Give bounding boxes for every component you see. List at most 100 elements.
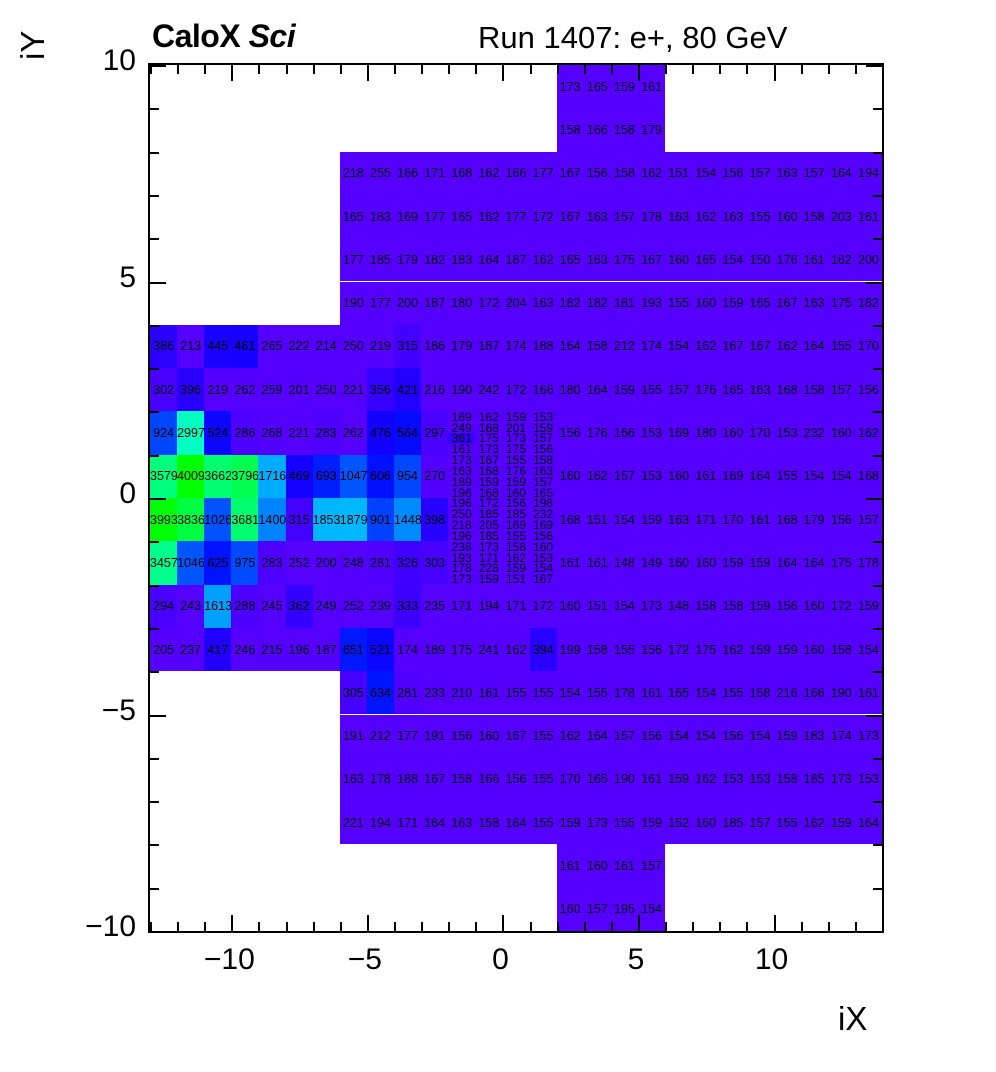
- heatmap-cell[interactable]: 154: [692, 151, 720, 195]
- heatmap-cell[interactable]: 175: [610, 238, 638, 282]
- heatmap-cell[interactable]: 167: [773, 281, 801, 325]
- heatmap-cell[interactable]: 167: [746, 324, 774, 369]
- heatmap-cell[interactable]: 356: [366, 368, 394, 412]
- heatmap-cell[interactable]: 165: [529, 487, 557, 499]
- heatmap-cell[interactable]: 1046: [177, 541, 205, 585]
- heatmap-cell[interactable]: 160: [692, 281, 720, 325]
- heatmap-cell[interactable]: 3836: [177, 498, 205, 542]
- heatmap-cell[interactable]: 155: [502, 671, 530, 715]
- heatmap-cell[interactable]: 3457: [150, 541, 178, 585]
- heatmap-cell[interactable]: 3796: [231, 454, 259, 498]
- heatmap-cell[interactable]: 221: [285, 411, 313, 455]
- heatmap-cell[interactable]: 169: [529, 519, 557, 531]
- heatmap-cell[interactable]: 154: [746, 714, 774, 758]
- heatmap-cell[interactable]: 164: [800, 541, 828, 585]
- heatmap-cell[interactable]: 417: [204, 627, 232, 672]
- heatmap-cell[interactable]: 3579: [150, 454, 178, 498]
- heatmap-cell[interactable]: 606: [366, 454, 394, 498]
- heatmap-cell[interactable]: 186: [421, 324, 449, 369]
- heatmap-cell[interactable]: 169: [665, 411, 693, 455]
- heatmap-cell[interactable]: 154: [719, 238, 747, 282]
- heatmap-cell[interactable]: 178: [610, 671, 638, 715]
- heatmap-cell[interactable]: 167: [475, 454, 503, 466]
- heatmap-cell[interactable]: 201: [285, 368, 313, 412]
- heatmap-cell[interactable]: 158: [800, 194, 828, 239]
- heatmap-cell[interactable]: 165: [719, 368, 747, 412]
- heatmap-cell[interactable]: 159: [610, 65, 638, 109]
- heatmap-cell[interactable]: 196: [448, 497, 476, 509]
- heatmap-cell[interactable]: 164: [583, 368, 611, 412]
- heatmap-cell[interactable]: 155: [529, 757, 557, 802]
- heatmap-cell[interactable]: 156: [638, 714, 666, 758]
- heatmap-cell[interactable]: 166: [583, 108, 611, 152]
- heatmap-cell[interactable]: 421: [394, 368, 422, 412]
- heatmap-cell[interactable]: 155: [610, 801, 638, 845]
- heatmap-cell[interactable]: 193: [448, 552, 476, 564]
- heatmap-cell[interactable]: 177: [502, 194, 530, 239]
- heatmap-cell[interactable]: 167: [421, 757, 449, 802]
- heatmap-cell[interactable]: 154: [692, 714, 720, 758]
- heatmap-cell[interactable]: 246: [231, 627, 259, 672]
- heatmap-cell[interactable]: 164: [800, 324, 828, 369]
- heatmap-cell[interactable]: 168: [475, 487, 503, 499]
- heatmap-cell[interactable]: 163: [448, 465, 476, 477]
- heatmap-cell[interactable]: 166: [800, 671, 828, 715]
- heatmap-cell[interactable]: 154: [692, 671, 720, 715]
- heatmap-cell[interactable]: 160: [583, 844, 611, 888]
- heatmap-cell[interactable]: 160: [665, 238, 693, 282]
- heatmap-cell[interactable]: 187: [421, 281, 449, 325]
- heatmap-cell[interactable]: 469: [285, 454, 313, 498]
- heatmap-cell[interactable]: 154: [529, 562, 557, 574]
- heatmap-cell[interactable]: 262: [339, 411, 367, 455]
- heatmap-cell[interactable]: 172: [475, 281, 503, 325]
- heatmap-cell[interactable]: 159: [773, 714, 801, 758]
- heatmap-cell[interactable]: 171: [475, 552, 503, 564]
- heatmap-cell[interactable]: 165: [339, 194, 367, 239]
- heatmap-cell[interactable]: 172: [665, 627, 693, 672]
- heatmap-cell[interactable]: 153: [638, 411, 666, 455]
- heatmap-cell[interactable]: 173: [583, 801, 611, 845]
- heatmap-cell[interactable]: 170: [719, 498, 747, 542]
- heatmap-cell[interactable]: 162: [529, 238, 557, 282]
- heatmap-cell[interactable]: 315: [285, 498, 313, 542]
- heatmap-cell[interactable]: 163: [665, 194, 693, 239]
- heatmap-cell[interactable]: 166: [475, 757, 503, 802]
- heatmap-cell[interactable]: 250: [448, 508, 476, 520]
- heatmap-cell[interactable]: 394: [529, 627, 557, 672]
- heatmap-cell[interactable]: 174: [638, 324, 666, 369]
- heatmap-cell[interactable]: 167: [502, 714, 530, 758]
- heatmap-cell[interactable]: 190: [448, 368, 476, 412]
- heatmap-cell[interactable]: 161: [800, 238, 828, 282]
- heatmap-cell[interactable]: 200: [394, 281, 422, 325]
- heatmap-cell[interactable]: 173: [827, 757, 855, 802]
- heatmap-cell[interactable]: 177: [394, 714, 422, 758]
- heatmap-cell[interactable]: 161: [638, 65, 666, 109]
- heatmap-cell[interactable]: 157: [800, 151, 828, 195]
- heatmap-cell[interactable]: 175: [502, 443, 530, 455]
- heatmap-cell[interactable]: 693: [312, 454, 340, 498]
- heatmap-cell[interactable]: 160: [556, 887, 584, 931]
- heatmap-cell[interactable]: 235: [421, 584, 449, 628]
- heatmap-cell[interactable]: 326: [394, 541, 422, 585]
- heatmap-cell[interactable]: 177: [366, 281, 394, 325]
- heatmap-cell[interactable]: 168: [854, 454, 882, 498]
- heatmap-cell[interactable]: 158: [692, 584, 720, 628]
- heatmap-cell[interactable]: 174: [502, 324, 530, 369]
- heatmap-cell[interactable]: 564: [394, 411, 422, 455]
- heatmap-cell[interactable]: 1047: [339, 454, 368, 498]
- heatmap-cell[interactable]: 185: [475, 530, 503, 542]
- heatmap-cell[interactable]: 176: [583, 411, 611, 455]
- heatmap-cell[interactable]: 158: [773, 757, 801, 802]
- heatmap-cell[interactable]: 200: [854, 238, 882, 282]
- heatmap-cell[interactable]: 190: [610, 757, 638, 802]
- heatmap-cell[interactable]: 200: [312, 541, 340, 585]
- heatmap-cell[interactable]: 241: [475, 627, 503, 672]
- heatmap-cell[interactable]: 166: [529, 368, 557, 412]
- heatmap-cell[interactable]: 193: [638, 281, 666, 325]
- heatmap-cell[interactable]: 164: [827, 151, 855, 195]
- heatmap-cell[interactable]: 228: [475, 562, 503, 574]
- heatmap-cell[interactable]: 157: [665, 368, 693, 412]
- heatmap-cell[interactable]: 255: [366, 151, 394, 195]
- heatmap-cell[interactable]: 153: [719, 757, 747, 802]
- heatmap-cell[interactable]: 2997: [177, 411, 205, 455]
